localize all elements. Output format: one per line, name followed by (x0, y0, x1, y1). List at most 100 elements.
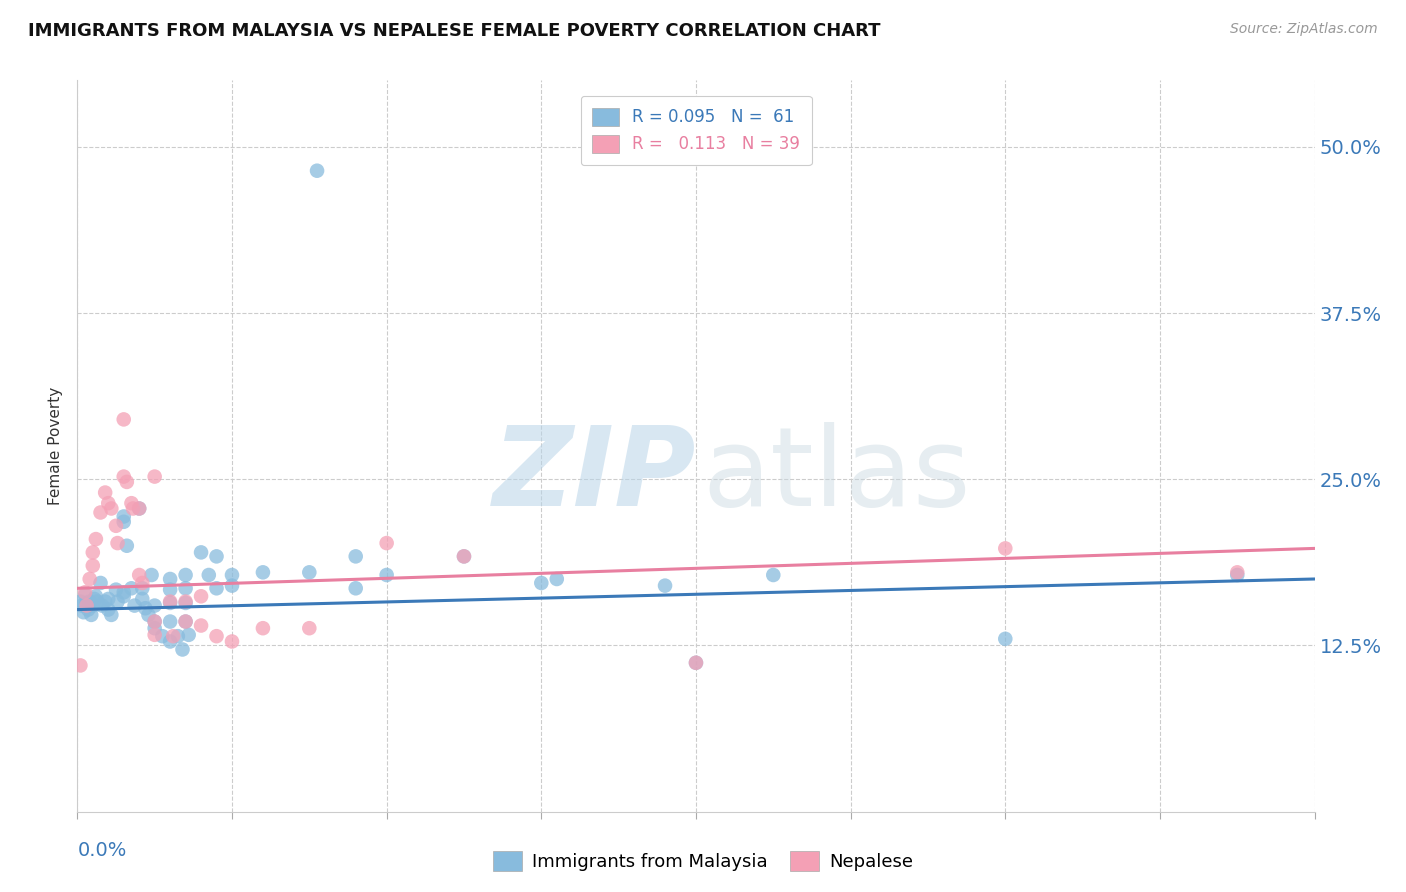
Point (174, 594, 197, 608)
Point (205, 582, 228, 596)
Text: ZIP: ZIP (492, 422, 696, 529)
Point (143, 621, 166, 635)
Point (298, 566, 321, 580)
Point (112, 585, 135, 599)
Point (685, 656, 707, 670)
Point (453, 549, 475, 564)
Point (82, 545, 104, 559)
Point (190, 545, 212, 559)
Point (174, 615, 197, 629)
Point (97, 496, 120, 510)
Point (86, 594, 108, 608)
Text: atlas: atlas (702, 422, 970, 529)
Point (685, 656, 707, 670)
Point (162, 629, 184, 643)
Point (159, 572, 181, 586)
Point (1226, 568, 1249, 582)
Point (75, 588, 96, 602)
Point (1226, 566, 1249, 580)
Point (105, 518, 127, 533)
Point (344, 549, 367, 564)
Point (762, 568, 785, 582)
Point (83, 591, 105, 606)
Point (115, 539, 138, 553)
Point (654, 579, 676, 593)
Point (79, 572, 101, 586)
Point (97, 591, 120, 606)
Point (131, 591, 153, 606)
Point (159, 634, 181, 648)
Point (84, 589, 107, 603)
Point (112, 469, 135, 483)
Point (82, 558, 104, 573)
Point (77, 602, 100, 616)
Point (159, 594, 181, 608)
Point (298, 621, 321, 635)
Text: Source: ZipAtlas.com: Source: ZipAtlas.com (1230, 22, 1378, 37)
Text: 0.0%: 0.0% (77, 841, 127, 860)
Text: IMMIGRANTS FROM MALAYSIA VS NEPALESE FEMALE POVERTY CORRELATION CHART: IMMIGRANTS FROM MALAYSIA VS NEPALESE FEM… (28, 22, 880, 40)
Point (76, 599, 98, 613)
Point (205, 549, 228, 564)
Point (69, 594, 91, 608)
Point (375, 568, 398, 582)
Point (994, 541, 1017, 556)
Point (131, 576, 153, 591)
Point (252, 566, 274, 580)
Point (100, 607, 122, 622)
Legend: Immigrants from Malaysia, Nepalese: Immigrants from Malaysia, Nepalese (485, 844, 921, 879)
Point (76, 596, 98, 610)
Point (112, 515, 135, 529)
Point (121, 582, 143, 596)
Point (159, 615, 181, 629)
Point (159, 582, 181, 597)
Point (124, 599, 146, 613)
Point (174, 568, 197, 582)
Point (141, 568, 163, 582)
Point (159, 596, 181, 610)
Point (70, 599, 93, 613)
Point (90, 506, 111, 520)
Point (190, 589, 212, 603)
Point (546, 572, 568, 586)
Point (143, 599, 166, 613)
Point (190, 618, 212, 632)
Point (128, 568, 150, 582)
Point (174, 596, 197, 610)
Point (128, 501, 150, 516)
Point (69, 658, 91, 673)
Point (221, 579, 243, 593)
Point (82, 599, 104, 613)
Point (112, 589, 135, 603)
Point (131, 582, 153, 596)
Point (307, 163, 329, 178)
Point (166, 629, 188, 643)
Point (375, 536, 398, 550)
Point (143, 615, 166, 629)
Point (75, 585, 96, 599)
Point (80, 607, 103, 622)
Point (105, 582, 127, 597)
Point (90, 576, 111, 591)
Point (221, 568, 243, 582)
Point (143, 469, 166, 483)
Point (172, 642, 194, 657)
Point (97, 602, 120, 616)
Point (112, 509, 135, 524)
Point (107, 536, 129, 550)
Point (994, 632, 1017, 646)
Point (72, 605, 94, 619)
Point (107, 594, 129, 608)
Point (100, 501, 122, 516)
Point (91, 599, 114, 613)
Point (134, 601, 156, 615)
Point (197, 568, 219, 582)
Point (94, 594, 117, 608)
Point (177, 628, 200, 642)
Point (84, 532, 107, 546)
Point (143, 628, 166, 642)
Y-axis label: Female Poverty: Female Poverty (48, 387, 63, 505)
Point (138, 607, 160, 622)
Point (453, 549, 475, 564)
Point (530, 576, 553, 591)
